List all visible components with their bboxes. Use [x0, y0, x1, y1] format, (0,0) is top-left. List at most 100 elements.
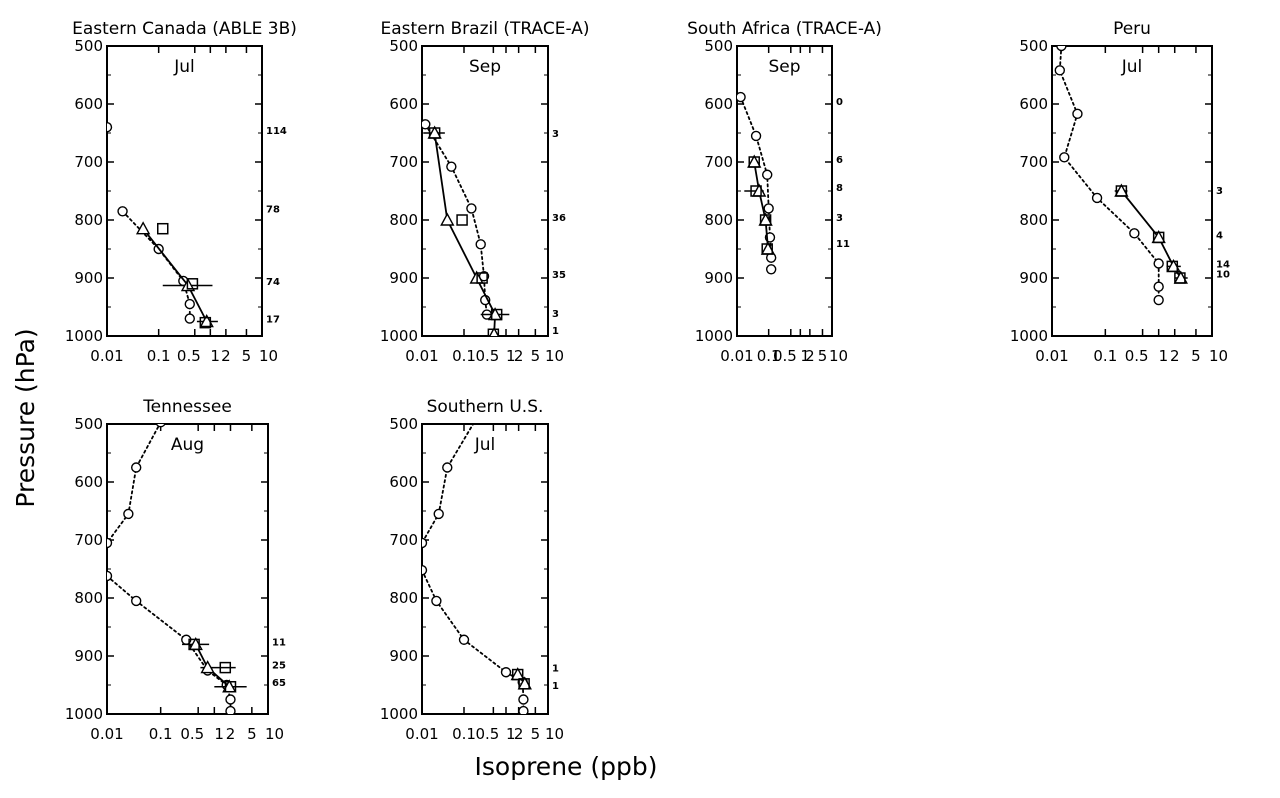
chart-panel: 500 600 700 800 900 1000 0.01 0.1 0.5 1 2 5 10 Peru Ju… [1010, 19, 1230, 365]
y-tick-label: 600 [74, 473, 103, 491]
plot-frame [1051, 45, 1213, 337]
sample-count: 4 [1216, 231, 1223, 242]
y-tick-label: 800 [74, 589, 103, 607]
model-point [1153, 281, 1164, 292]
observed-line [1120, 190, 1182, 279]
y-tick-label: 700 [704, 153, 733, 171]
model-point [1059, 152, 1070, 163]
model-square-point [1115, 185, 1128, 197]
model-square-point [428, 127, 441, 139]
x-tick-label: 0.1 [1093, 347, 1117, 365]
observed-point [200, 660, 215, 674]
observed-point [135, 221, 151, 235]
model-point [458, 634, 470, 645]
model-point [433, 508, 444, 520]
y-tick-label: 700 [74, 153, 103, 171]
model-point [475, 239, 486, 250]
y-tick-label: 600 [389, 473, 418, 491]
y-tick-label: 1000 [1010, 327, 1048, 345]
model-line [1058, 46, 1160, 301]
month-label: Aug [171, 435, 204, 455]
x-tick-label: 10 [265, 725, 284, 743]
model-point [431, 595, 442, 607]
model-point [737, 91, 746, 103]
plot-frame [106, 45, 263, 337]
model-point [518, 705, 529, 714]
sample-count: 35 [552, 270, 566, 281]
model-point [762, 169, 773, 180]
y-tick-label: 600 [74, 95, 103, 113]
sample-count: 6 [836, 155, 843, 166]
model-point [765, 264, 777, 275]
model-square-point [476, 272, 488, 284]
chart-title: Tennessee [142, 397, 232, 417]
y-tick-label: 500 [74, 37, 103, 55]
x-tick-label: 5 [818, 347, 828, 365]
x-tick-label: 0.5 [180, 725, 204, 743]
model-square-point [1166, 260, 1179, 273]
y-tick-label: 500 [74, 415, 103, 433]
model-point [130, 462, 142, 473]
model-square-point [186, 278, 199, 290]
model-square-point [748, 156, 760, 168]
x-tick-label: 0.5 [177, 347, 201, 365]
model-line [424, 123, 488, 316]
x-tick-label: 1 [506, 347, 516, 365]
month-label: Jul [1121, 57, 1143, 77]
sample-count: 74 [266, 277, 280, 288]
y-tick-label: 800 [74, 211, 103, 229]
x-tick-label: 5 [531, 347, 541, 365]
x-tick-label: 0.1 [757, 347, 781, 365]
model-point [763, 203, 774, 214]
y-tick-label: 500 [389, 415, 418, 433]
model-line [121, 210, 191, 320]
model-square-point [518, 678, 530, 690]
x-tick-label: 0.01 [405, 725, 438, 743]
x-tick-label: 10 [1209, 347, 1228, 365]
x-tick-label: 1 [800, 347, 810, 365]
model-square-point [224, 680, 237, 693]
model-point [1129, 228, 1140, 239]
plot-data [737, 91, 777, 275]
chart-title: Eastern Brazil (TRACE-A) [381, 19, 590, 39]
model-point [1056, 46, 1067, 52]
model-square-point [487, 328, 500, 336]
model-point [1054, 65, 1065, 76]
x-tick-label: 2 [514, 725, 524, 743]
model-point [107, 537, 113, 549]
sample-count: 25 [272, 661, 286, 672]
sample-count: 1 [552, 681, 559, 692]
x-tick-label: 10 [545, 347, 564, 365]
x-tick-label: 0.1 [452, 347, 476, 365]
model-square-point [1174, 272, 1186, 284]
x-tick-label: 5 [242, 347, 252, 365]
model-point [107, 570, 113, 582]
model-point [1153, 294, 1164, 306]
observed-point [489, 326, 500, 336]
y-tick-label: 1000 [65, 705, 103, 723]
observed-line [194, 643, 230, 688]
plot-frame [421, 423, 549, 715]
x-tick-label: 0.1 [147, 347, 171, 365]
y-tick-label: 500 [1019, 37, 1048, 55]
x-tick-label: 0.5 [773, 347, 797, 365]
x-tick-label: 0.5 [1125, 347, 1149, 365]
y-tick-label: 600 [389, 95, 418, 113]
x-tick-label: 1 [1159, 347, 1169, 365]
model-square-point [1152, 231, 1165, 244]
x-tick-label: 10 [259, 347, 278, 365]
y-tick-label: 700 [389, 153, 418, 171]
model-point [155, 424, 166, 428]
sample-count: 3 [1216, 186, 1223, 197]
y-tick-label: 1000 [380, 705, 418, 723]
x-tick-label: 10 [829, 347, 848, 365]
sample-count: 1 [552, 326, 559, 337]
sample-count: 17 [266, 315, 280, 326]
plot-frame [421, 45, 549, 337]
chart-title: Southern U.S. [427, 397, 544, 417]
model-point [422, 564, 428, 576]
x-tick-label: 0.5 [475, 347, 499, 365]
